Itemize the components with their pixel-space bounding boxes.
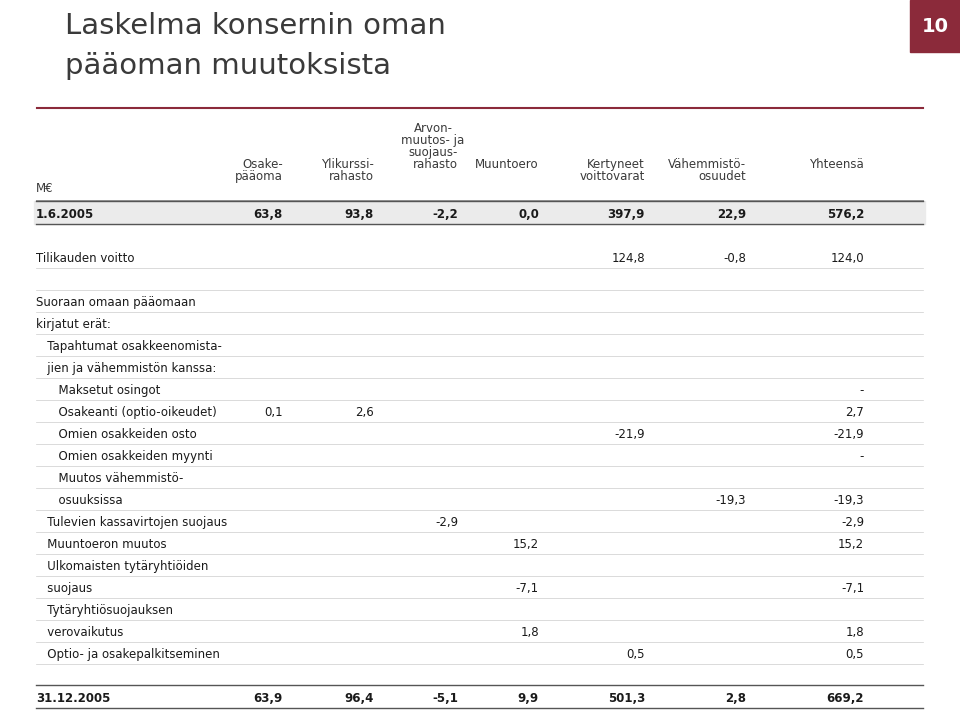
Text: 63,8: 63,8 [253, 207, 283, 220]
Text: muutos- ja: muutos- ja [401, 134, 465, 147]
Text: 93,8: 93,8 [345, 207, 374, 220]
Text: jien ja vähemmistön kanssa:: jien ja vähemmistön kanssa: [36, 362, 216, 375]
Text: Ulkomaisten tytäryhtiöiden: Ulkomaisten tytäryhtiöiden [36, 560, 208, 573]
Text: Tapahtumat osakkeenomista-: Tapahtumat osakkeenomista- [36, 339, 222, 352]
Text: 15,2: 15,2 [838, 538, 864, 550]
Text: Muuntoeron muutos: Muuntoeron muutos [36, 538, 167, 550]
Text: 669,2: 669,2 [827, 692, 864, 705]
Text: Tulevien kassavirtojen suojaus: Tulevien kassavirtojen suojaus [36, 515, 228, 529]
Text: Ylikurssi-: Ylikurssi- [322, 158, 374, 171]
Text: Omien osakkeiden osto: Omien osakkeiden osto [36, 428, 197, 441]
Text: 397,9: 397,9 [608, 207, 645, 220]
Text: 0,5: 0,5 [846, 647, 864, 660]
Text: 576,2: 576,2 [827, 207, 864, 220]
Text: -: - [859, 450, 864, 463]
Text: 0,0: 0,0 [518, 207, 539, 220]
Text: 124,8: 124,8 [612, 252, 645, 265]
Text: 124,0: 124,0 [830, 252, 864, 265]
Text: rahasto: rahasto [329, 170, 374, 183]
Text: 501,3: 501,3 [608, 692, 645, 705]
Text: -7,1: -7,1 [516, 581, 539, 594]
Text: osuudet: osuudet [698, 170, 746, 183]
Text: 63,9: 63,9 [253, 692, 283, 705]
Text: voittovarat: voittovarat [580, 170, 645, 183]
Text: Maksetut osingot: Maksetut osingot [36, 384, 160, 397]
Text: 2,6: 2,6 [355, 405, 374, 418]
Text: -0,8: -0,8 [723, 252, 746, 265]
Text: rahasto: rahasto [413, 158, 458, 171]
Text: -2,9: -2,9 [841, 515, 864, 529]
Text: 15,2: 15,2 [513, 538, 539, 550]
Text: 0,5: 0,5 [627, 647, 645, 660]
Text: 10: 10 [922, 17, 948, 36]
Text: -21,9: -21,9 [833, 428, 864, 441]
Bar [910, 0, 960, 52]
Text: -2,9: -2,9 [435, 515, 458, 529]
Text: 0,1: 0,1 [264, 405, 283, 418]
Text: Muuntoero: Muuntoero [475, 158, 539, 171]
Text: pääoma: pääoma [235, 170, 283, 183]
Text: 1,8: 1,8 [846, 626, 864, 639]
Text: -7,1: -7,1 [841, 581, 864, 594]
Text: -21,9: -21,9 [614, 428, 645, 441]
Text: suojaus: suojaus [36, 581, 92, 594]
Text: 1,8: 1,8 [520, 626, 539, 639]
Text: -2,2: -2,2 [432, 207, 458, 220]
Text: osuuksissa: osuuksissa [36, 494, 123, 507]
Text: Suoraan omaan pääomaan: Suoraan omaan pääomaan [36, 296, 196, 309]
Text: verovaikutus: verovaikutus [36, 626, 124, 639]
Text: Muutos vähemmistö-: Muutos vähemmistö- [36, 471, 183, 484]
Text: 2,8: 2,8 [725, 692, 746, 705]
Bar [34, 201, 925, 224]
Text: -: - [859, 384, 864, 397]
Text: Osakeanti (optio-oikeudet): Osakeanti (optio-oikeudet) [36, 405, 217, 418]
Text: Omien osakkeiden myynti: Omien osakkeiden myynti [36, 450, 213, 463]
Text: pääoman muutoksista: pääoman muutoksista [65, 52, 391, 80]
Text: Arvon-: Arvon- [414, 122, 452, 135]
Text: 96,4: 96,4 [345, 692, 374, 705]
Text: kirjatut erät:: kirjatut erät: [36, 318, 110, 331]
Text: 9,9: 9,9 [517, 692, 539, 705]
Text: Kertyneet: Kertyneet [588, 158, 645, 171]
Text: 2,7: 2,7 [845, 405, 864, 418]
Text: Laskelma konsernin oman: Laskelma konsernin oman [65, 12, 445, 40]
Text: Osake-: Osake- [242, 158, 283, 171]
Text: -19,3: -19,3 [833, 494, 864, 507]
Text: Vähemmistö-: Vähemmistö- [668, 158, 746, 171]
Text: Yhteensä: Yhteensä [809, 158, 864, 171]
Text: -5,1: -5,1 [432, 692, 458, 705]
Text: 22,9: 22,9 [717, 207, 746, 220]
Text: M€: M€ [36, 182, 54, 195]
Text: Tytäryhtiösuojauksen: Tytäryhtiösuojauksen [36, 604, 173, 616]
Text: Optio- ja osakepalkitseminen: Optio- ja osakepalkitseminen [36, 647, 220, 660]
Text: 1.6.2005: 1.6.2005 [36, 207, 94, 220]
Text: Tilikauden voitto: Tilikauden voitto [36, 252, 134, 265]
Text: -19,3: -19,3 [715, 494, 746, 507]
Text: suojaus-: suojaus- [408, 146, 458, 159]
Text: 31.12.2005: 31.12.2005 [36, 692, 110, 705]
